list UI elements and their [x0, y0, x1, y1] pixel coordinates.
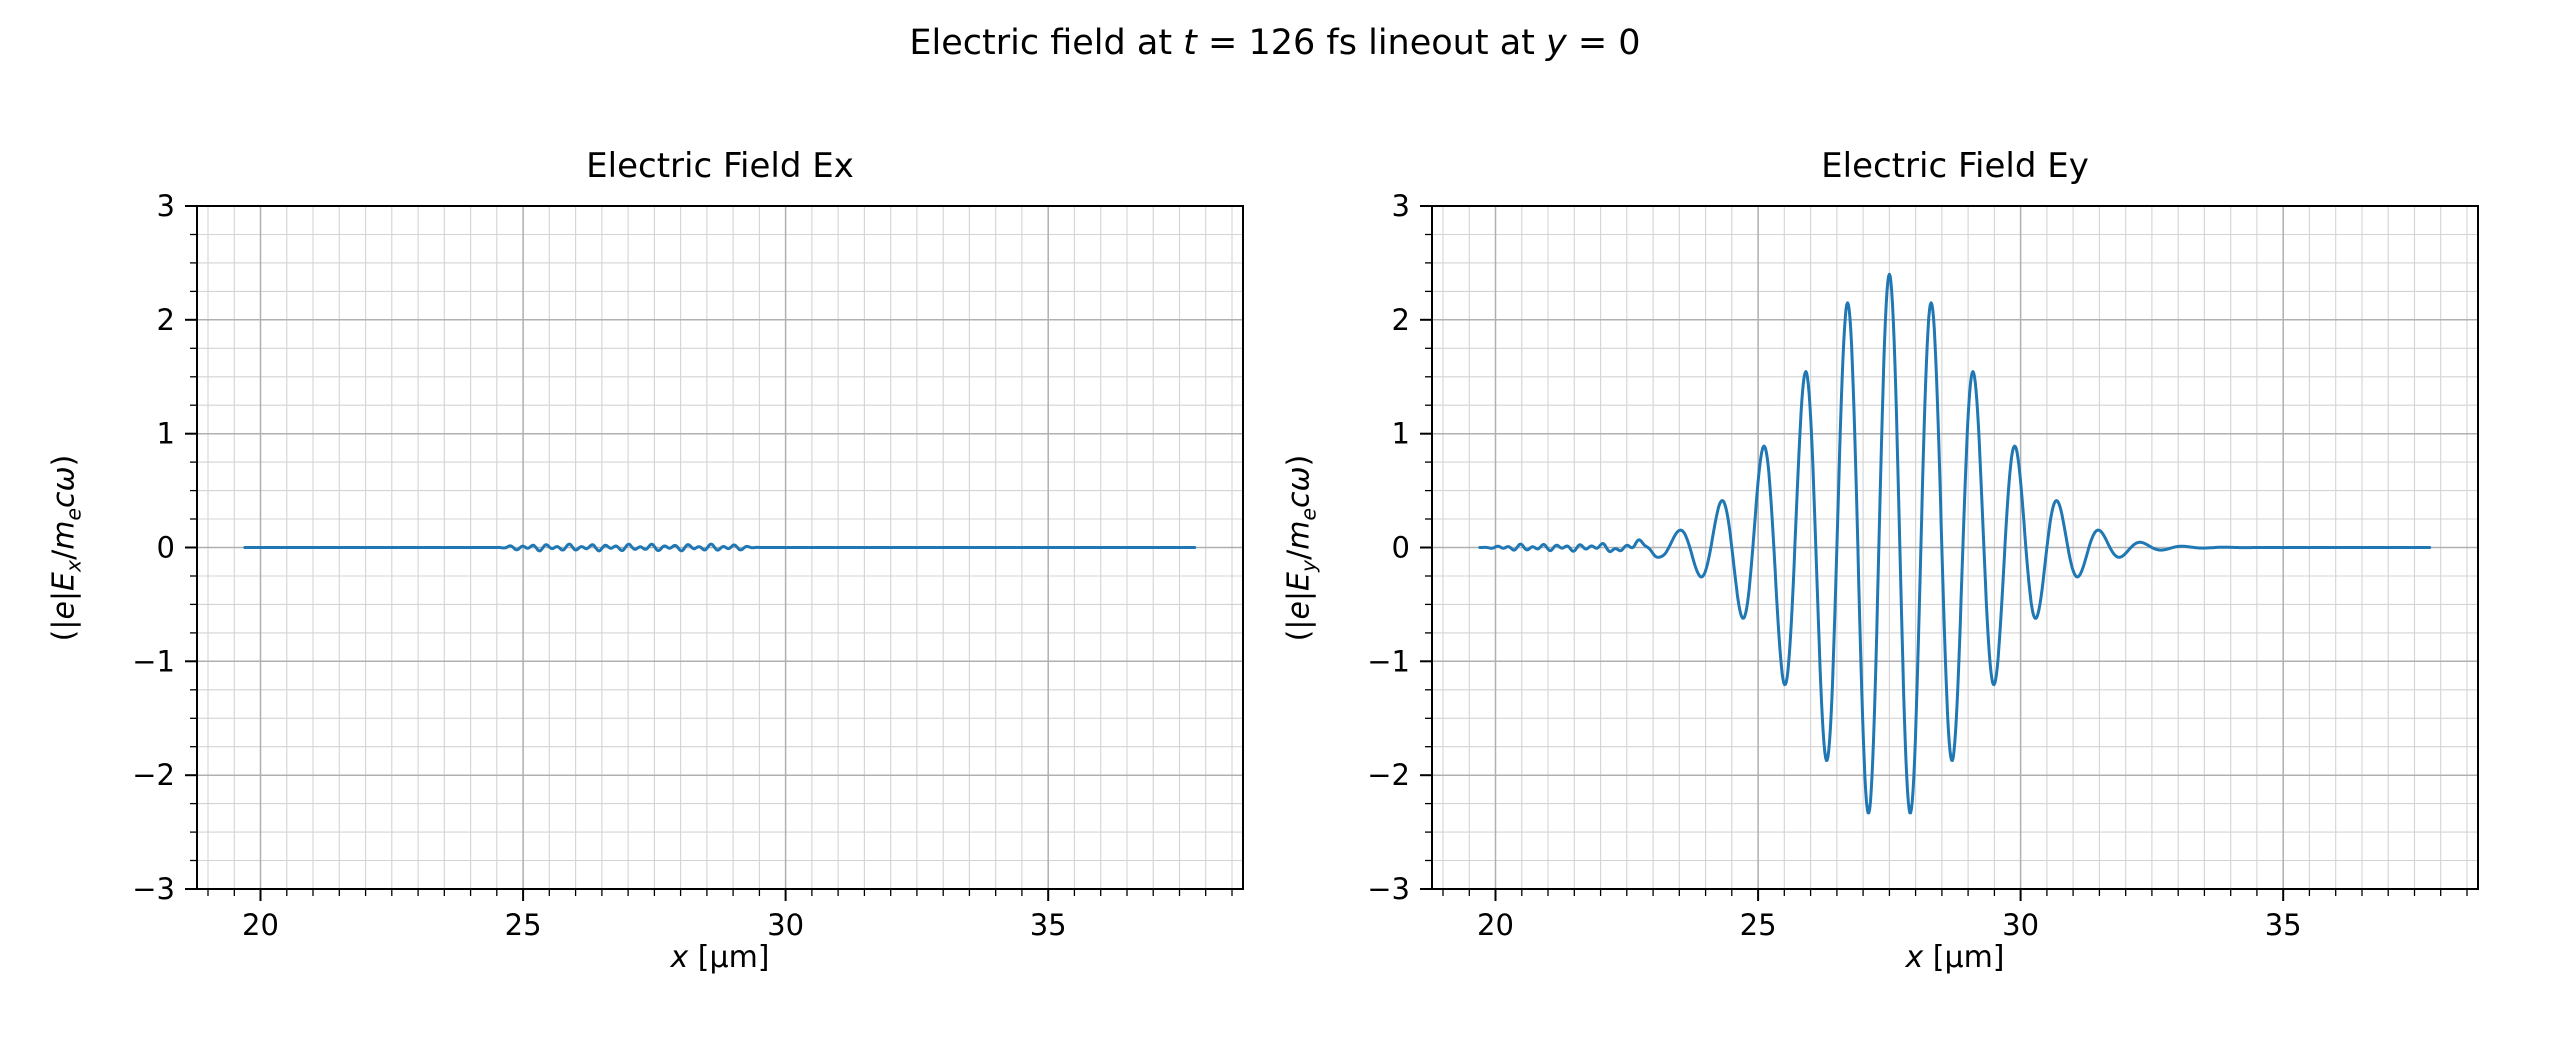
x-tick-label: 25: [1740, 908, 1777, 942]
y-tick-label: 1: [157, 417, 175, 451]
x-tick-label: 25: [505, 908, 542, 942]
tick-labels: 20 25 30 35 −3 −2 −1 0 1 2 3: [1367, 189, 2301, 942]
tick-marks: [1420, 205, 2468, 901]
figure-suptitle: Electric field at t = 126 fs lineout at …: [909, 23, 1641, 63]
y-tick-label: −2: [132, 758, 175, 792]
x-tick-label: 30: [2002, 908, 2039, 942]
y-tick-label: −1: [1367, 644, 1410, 678]
x-tick-label: 20: [1477, 908, 1514, 942]
ey-chart-title: Electric Field Ey: [1821, 146, 2089, 186]
y-tick-label: 2: [1392, 303, 1410, 337]
y-tick-label: 0: [1392, 531, 1410, 565]
y-tick-label: −3: [1367, 872, 1410, 906]
x-tick-label: 30: [767, 908, 804, 942]
plot-1: 20 25 30 35 −3 −2 −1 0 1 2 3: [1367, 189, 2479, 942]
y-tick-label: −3: [132, 872, 175, 906]
tick-labels: 20 25 30 35 −3 −2 −1 0 1 2 3: [132, 189, 1066, 942]
series-line-ex: [243, 542, 1197, 553]
y-tick-label: 3: [1392, 189, 1410, 223]
ex-chart-title: Electric Field Ex: [586, 146, 854, 186]
y-tick-label: 1: [1392, 417, 1410, 451]
tick-marks: [185, 205, 1233, 901]
x-tick-label: 35: [2265, 908, 2302, 942]
x-tick-label: 20: [242, 908, 279, 942]
ex-xaxis-label: x [µm]: [670, 940, 770, 975]
y-tick-label: 0: [157, 531, 175, 565]
y-tick-label: 3: [157, 189, 175, 223]
y-tick-label: −2: [1367, 758, 1410, 792]
y-tick-label: −1: [132, 644, 175, 678]
y-tick-label: 2: [157, 303, 175, 337]
ey-xaxis-label: x [µm]: [1905, 940, 2005, 975]
plot-0: 20 25 30 35 −3 −2 −1 0 1 2 3: [132, 189, 1244, 942]
series-line-ey: [1478, 272, 2432, 815]
x-tick-label: 35: [1030, 908, 1067, 942]
